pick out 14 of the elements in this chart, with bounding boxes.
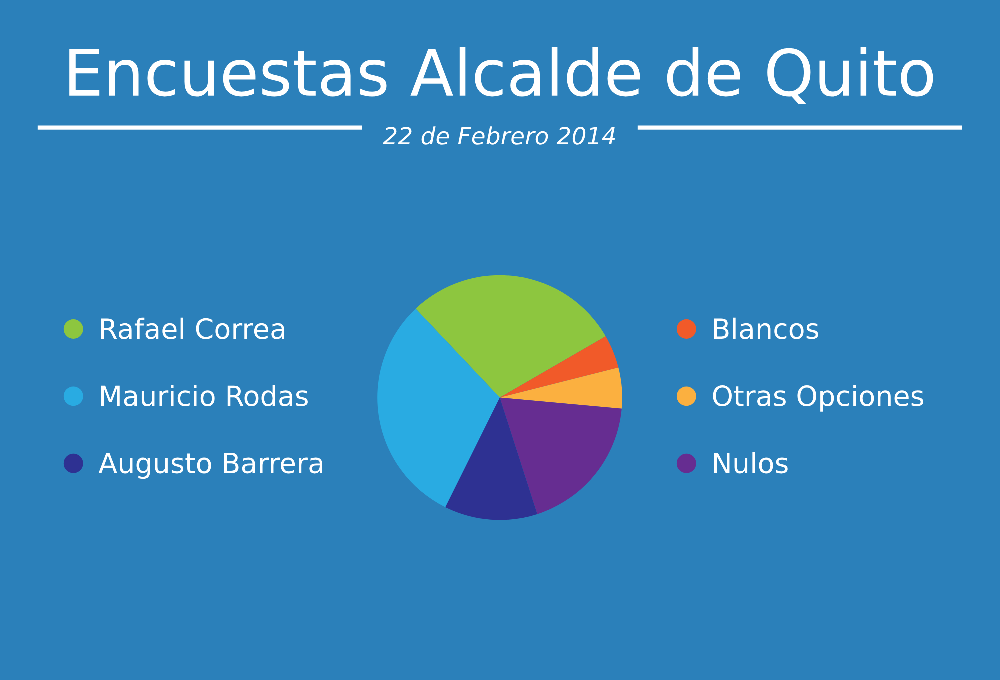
pie-slice xyxy=(446,398,538,520)
legend-label: Blancos xyxy=(714,318,818,340)
chart-title: Encuestas Alcalde de Quito xyxy=(70,47,934,104)
legend-label: Mauricio Rodas xyxy=(101,385,308,407)
pie-slice xyxy=(500,336,619,398)
pie-slice xyxy=(416,275,606,398)
legend-label: Nulos xyxy=(714,452,788,474)
chart-subtitle: 22 de Febrero 2014 xyxy=(383,126,616,145)
legend-label: Augusto Barrera xyxy=(98,453,322,480)
legend-label: Rafael Correa xyxy=(101,318,284,340)
pie-slice xyxy=(500,398,622,514)
pie-slice xyxy=(500,368,622,409)
legend-label: Otras Opciones xyxy=(713,385,924,412)
pie-slice xyxy=(378,308,500,508)
